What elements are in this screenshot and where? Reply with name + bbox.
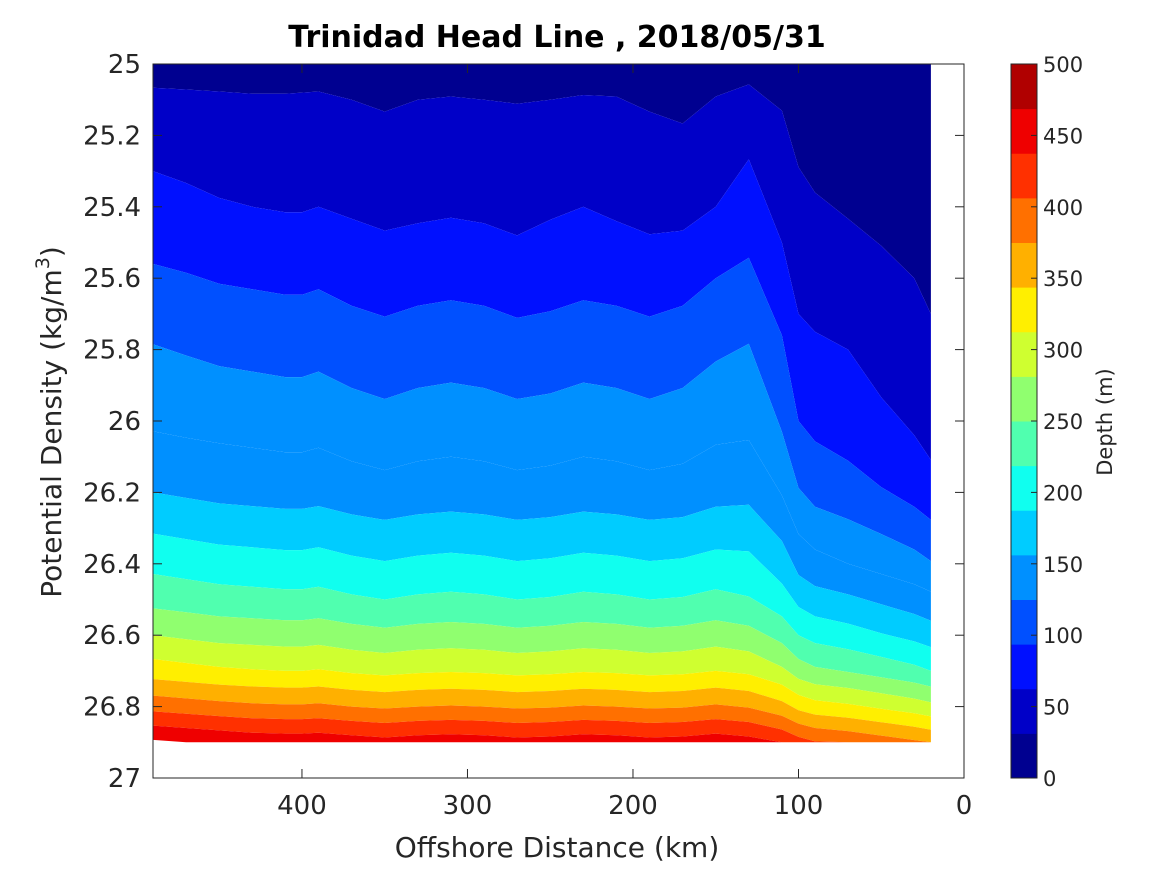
colorbar-tick-label: 200 bbox=[1043, 481, 1083, 505]
colorbar-tick-label: 0 bbox=[1043, 767, 1056, 791]
x-tick-label: 100 bbox=[774, 791, 824, 821]
colorbar-tick-label: 300 bbox=[1043, 339, 1083, 363]
x-tick-label: 300 bbox=[443, 791, 493, 821]
y-axis-label: Potential Density (kg/m3) bbox=[32, 246, 68, 598]
contour-band bbox=[153, 492, 931, 648]
y-tick-label: 26.6 bbox=[83, 621, 141, 651]
colorbar-swatch bbox=[1011, 688, 1037, 734]
colorbar-tick-label: 400 bbox=[1043, 196, 1083, 220]
colorbar-swatch bbox=[1011, 510, 1037, 556]
contour-band bbox=[153, 711, 931, 743]
contour-band bbox=[153, 659, 931, 730]
colorbar-swatch bbox=[1011, 287, 1037, 333]
x-axis-label: Offshore Distance (km) bbox=[395, 831, 720, 864]
colorbar-swatch bbox=[1011, 554, 1037, 600]
colorbar-swatch bbox=[1011, 376, 1037, 422]
colorbar-label: Depth (m) bbox=[1093, 368, 1117, 475]
contour-band bbox=[153, 679, 931, 743]
y-axis: 25 25.2 25.4 25.6 25.8 26 26.2 26.4 26.6 26.8 27 bbox=[83, 50, 964, 794]
colorbar-tick-label: 450 bbox=[1043, 124, 1083, 148]
colorbar-swatch bbox=[1011, 153, 1037, 199]
contour-band bbox=[153, 725, 931, 743]
colorbar-swatch bbox=[1011, 599, 1037, 645]
colorbar: 0 50 100 150 200 250 300 350 400 450 500 bbox=[1010, 53, 1083, 791]
colorbar-swatch bbox=[1011, 64, 1037, 110]
colorbar-swatch bbox=[1011, 421, 1037, 467]
colorbar-tick-label: 50 bbox=[1043, 696, 1070, 720]
y-tick-label: 26.2 bbox=[83, 478, 141, 508]
y-tick-label: 25.8 bbox=[83, 336, 141, 366]
y-tick-label: 26.4 bbox=[83, 550, 141, 580]
y-tick-label: 25 bbox=[108, 50, 141, 80]
contour-band bbox=[153, 257, 931, 562]
contour-fill-layer bbox=[153, 64, 931, 743]
colorbar-tick-label: 350 bbox=[1043, 267, 1083, 291]
colorbar-tick-label: 500 bbox=[1043, 53, 1083, 77]
x-tick-label: 0 bbox=[956, 791, 973, 821]
contour-band bbox=[153, 695, 931, 743]
contour-band bbox=[153, 343, 931, 592]
colorbar-swatch bbox=[1011, 242, 1037, 288]
colorbar-tick-label: 150 bbox=[1043, 553, 1083, 577]
y-tick-label: 26.8 bbox=[83, 693, 141, 723]
colorbar-tick-label: 100 bbox=[1043, 624, 1083, 648]
contour-band bbox=[153, 635, 931, 717]
y-tick-label: 26 bbox=[108, 407, 141, 437]
colorbar-swatch bbox=[1011, 733, 1037, 779]
chart-title: Trinidad Head Line , 2018/05/31 bbox=[288, 20, 825, 55]
colorbar-swatch bbox=[1011, 108, 1037, 154]
colorbar-swatch bbox=[1011, 465, 1037, 511]
y-tick-label: 25.6 bbox=[83, 264, 141, 294]
contour-band bbox=[153, 159, 931, 520]
y-tick-label: 25.4 bbox=[83, 193, 141, 223]
contour-band bbox=[153, 574, 931, 687]
y-tick-label: 27 bbox=[108, 764, 141, 794]
contour-band bbox=[153, 533, 931, 671]
y-tick-label: 25.2 bbox=[83, 121, 141, 151]
x-axis: 400 300 200 100 0 bbox=[277, 64, 972, 821]
x-tick-label: 400 bbox=[277, 791, 327, 821]
contour-band bbox=[153, 431, 931, 621]
contour-band bbox=[153, 84, 931, 460]
contour-band bbox=[153, 64, 931, 314]
colorbar-swatch bbox=[1011, 197, 1037, 243]
colorbar-swatch bbox=[1011, 331, 1037, 377]
colorbar-swatch bbox=[1011, 644, 1037, 690]
colorbar-tick-label: 250 bbox=[1043, 410, 1083, 434]
contour-band bbox=[153, 608, 931, 703]
x-tick-label: 200 bbox=[608, 791, 658, 821]
